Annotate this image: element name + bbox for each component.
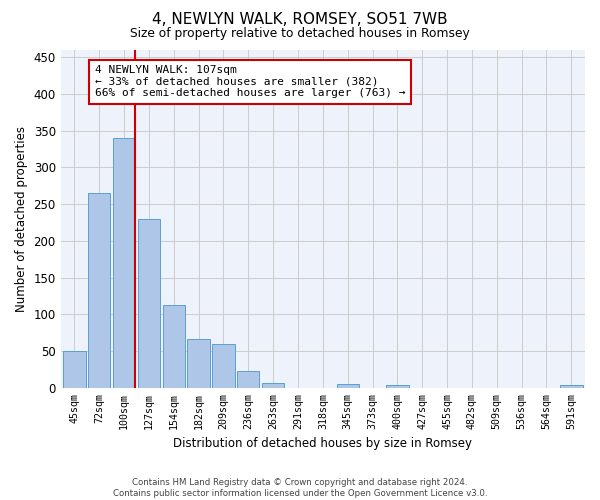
- X-axis label: Distribution of detached houses by size in Romsey: Distribution of detached houses by size …: [173, 437, 472, 450]
- Bar: [63, 351, 86, 388]
- Y-axis label: Number of detached properties: Number of detached properties: [15, 126, 28, 312]
- Bar: [187, 338, 210, 388]
- Bar: [386, 385, 409, 388]
- Bar: [237, 371, 259, 388]
- Bar: [88, 193, 110, 388]
- Bar: [212, 344, 235, 388]
- Text: Size of property relative to detached houses in Romsey: Size of property relative to detached ho…: [130, 28, 470, 40]
- Text: 4, NEWLYN WALK, ROMSEY, SO51 7WB: 4, NEWLYN WALK, ROMSEY, SO51 7WB: [152, 12, 448, 28]
- Bar: [560, 385, 583, 388]
- Bar: [262, 384, 284, 388]
- Bar: [138, 219, 160, 388]
- Text: 4 NEWLYN WALK: 107sqm
← 33% of detached houses are smaller (382)
66% of semi-det: 4 NEWLYN WALK: 107sqm ← 33% of detached …: [95, 65, 405, 98]
- Bar: [113, 138, 135, 388]
- Bar: [163, 305, 185, 388]
- Text: Contains HM Land Registry data © Crown copyright and database right 2024.
Contai: Contains HM Land Registry data © Crown c…: [113, 478, 487, 498]
- Bar: [337, 384, 359, 388]
